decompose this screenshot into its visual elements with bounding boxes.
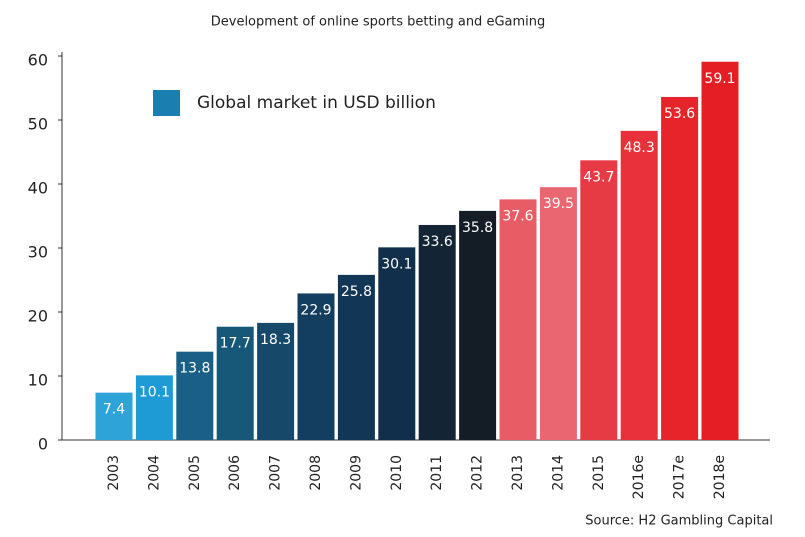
value-label: 39.5 xyxy=(543,196,574,212)
bar xyxy=(620,130,658,440)
value-label: 17.7 xyxy=(220,336,251,352)
source-note: Source: H2 Gambling Capital xyxy=(585,514,773,529)
value-label: 43.7 xyxy=(583,169,614,185)
y-tick-label: 30 xyxy=(28,243,48,262)
legend-label: Global market in USD billion xyxy=(197,93,436,113)
x-tick-label: 2003 xyxy=(106,455,122,491)
bar xyxy=(337,274,375,440)
value-label: 35.8 xyxy=(462,220,493,236)
y-tick-label: 60 xyxy=(28,51,48,70)
bar xyxy=(418,224,456,440)
value-label: 33.6 xyxy=(422,234,453,250)
value-label: 37.6 xyxy=(502,208,533,224)
x-tick-label: 2014 xyxy=(550,455,566,491)
bar xyxy=(297,293,335,440)
value-label: 59.1 xyxy=(704,71,735,87)
x-tick-label: 2017e xyxy=(672,455,688,499)
bar xyxy=(95,392,133,440)
y-tick-label: 0 xyxy=(38,435,48,454)
bar xyxy=(378,247,416,440)
x-tick-label: 2015 xyxy=(591,455,607,491)
x-tick-label: 2010 xyxy=(389,455,405,491)
value-label: 22.9 xyxy=(300,302,331,318)
x-tick-label: 2007 xyxy=(268,455,284,491)
x-tick-label: 2012 xyxy=(470,455,486,491)
bar xyxy=(499,199,537,440)
x-tick-label: 2005 xyxy=(187,455,203,491)
x-tick-label: 2011 xyxy=(429,455,445,491)
y-tick-label: 50 xyxy=(28,115,48,134)
x-tick-label: 2006 xyxy=(227,455,243,491)
value-label: 53.6 xyxy=(664,106,695,122)
y-tick-label: 40 xyxy=(28,179,48,198)
x-tick-label: 2016e xyxy=(631,455,647,499)
legend-swatch xyxy=(153,90,180,116)
bar xyxy=(580,160,618,440)
bar xyxy=(176,351,214,440)
value-label: 7.4 xyxy=(103,402,125,418)
y-tick-label: 20 xyxy=(28,307,48,326)
value-label: 25.8 xyxy=(341,284,372,300)
x-tick-label: 2008 xyxy=(308,455,324,491)
x-tick-label: 2004 xyxy=(146,455,162,491)
y-tick-label: 10 xyxy=(28,371,48,390)
bar xyxy=(539,187,577,440)
x-tick-label: 2018e xyxy=(712,455,728,499)
value-label: 30.1 xyxy=(381,256,412,272)
bar xyxy=(661,96,699,441)
value-label: 48.3 xyxy=(624,140,655,156)
value-label: 13.8 xyxy=(179,361,210,377)
bar xyxy=(135,375,173,440)
bar xyxy=(257,322,295,440)
bar xyxy=(701,61,739,440)
x-tick-label: 2013 xyxy=(510,455,526,491)
x-tick-label: 2009 xyxy=(348,455,364,491)
value-label: 10.1 xyxy=(139,384,170,400)
bar xyxy=(459,210,497,440)
bar xyxy=(216,326,254,440)
chart-title: Development of online sports betting and… xyxy=(211,15,546,30)
value-label: 18.3 xyxy=(260,332,291,348)
